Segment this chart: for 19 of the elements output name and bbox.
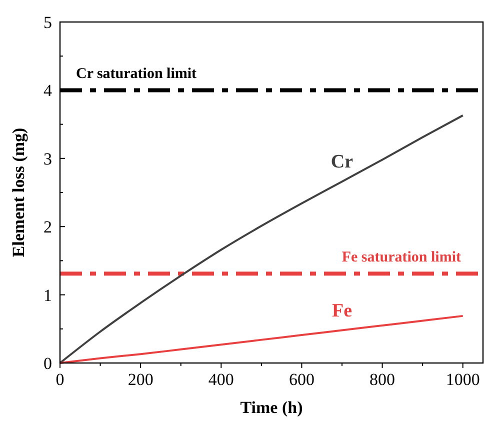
series-label: Fe [332, 300, 352, 322]
x-tick-label: 0 [56, 370, 64, 389]
x-tick-label: 200 [128, 370, 154, 389]
y-tick-label: 4 [44, 81, 52, 100]
y-tick-label: 0 [44, 354, 52, 373]
y-axis-title: Element loss (mg) [9, 128, 28, 258]
y-tick-label: 1 [44, 286, 52, 305]
series-label: Cr [330, 152, 354, 173]
ref-line-label: Fe saturation limit [342, 250, 461, 266]
line-series [59, 114, 464, 364]
ref-line-label: Cr saturation limit [76, 66, 197, 82]
x-tick-label: 800 [370, 370, 396, 389]
y-tick-label: 3 [44, 149, 52, 168]
y-tick-label: 2 [44, 218, 52, 237]
x-tick-label: 600 [288, 370, 314, 389]
x-tick-label: 1000 [446, 370, 480, 389]
x-tick-label: 400 [208, 370, 234, 389]
x-axis-title: Time (h) [240, 398, 303, 417]
y-tick-label: 5 [44, 13, 52, 32]
